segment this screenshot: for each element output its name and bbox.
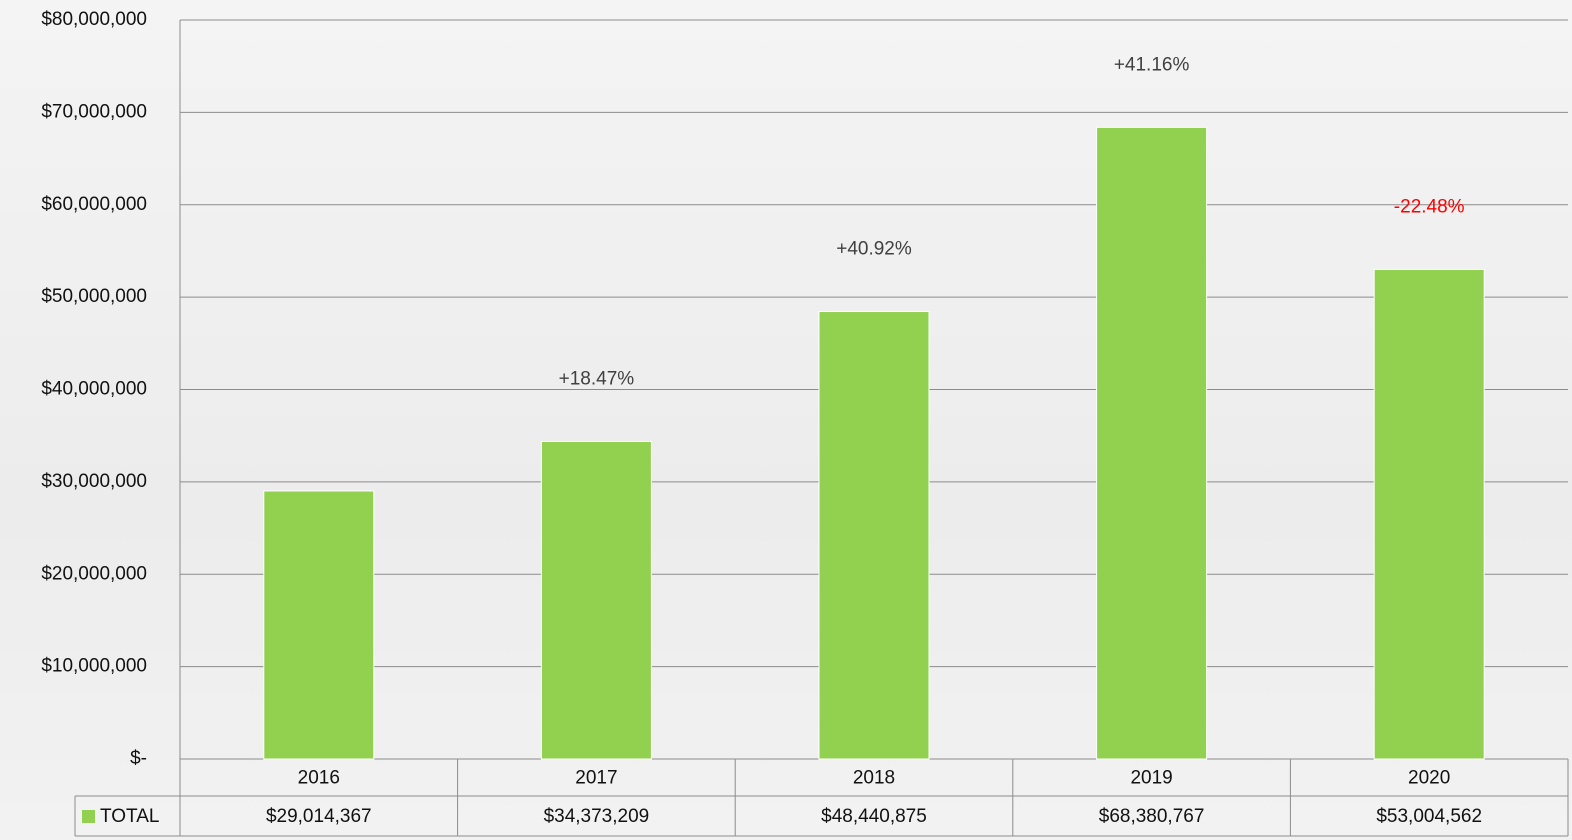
annotation: +40.92% <box>836 239 912 260</box>
y-tick-label: $60,000,000 <box>41 194 147 215</box>
bar <box>264 491 374 759</box>
bar <box>541 441 651 759</box>
x-tick-label: 2016 <box>298 768 340 789</box>
x-tick-label: 2018 <box>853 768 895 789</box>
table-value: $29,014,367 <box>266 806 372 827</box>
y-tick-label: $10,000,000 <box>41 656 147 677</box>
y-tick-label: $30,000,000 <box>41 471 147 492</box>
table-value: $34,373,209 <box>544 806 650 827</box>
y-tick-label: $80,000,000 <box>41 9 147 30</box>
bar <box>819 312 929 759</box>
table-value: $48,440,875 <box>821 806 927 827</box>
table-value: $53,004,562 <box>1376 806 1482 827</box>
y-tick-label: $70,000,000 <box>41 101 147 122</box>
legend-label: TOTAL <box>100 806 159 827</box>
chart: $- $10,000,000 $20,000,000 $30,000,000 $40,0… <box>0 0 1572 840</box>
y-tick-label: $20,000,000 <box>41 563 147 584</box>
legend-key <box>82 810 95 823</box>
y-tick-label: $- <box>130 748 147 769</box>
table-value: $68,380,767 <box>1099 806 1205 827</box>
annotation: +41.16% <box>1114 54 1190 75</box>
annotation: -22.48% <box>1394 196 1465 217</box>
y-tick-label: $40,000,000 <box>41 379 147 400</box>
bar <box>1374 269 1484 759</box>
x-tick-label: 2019 <box>1130 768 1172 789</box>
x-tick-label: 2017 <box>575 768 617 789</box>
x-tick-label: 2020 <box>1408 768 1450 789</box>
annotation: +18.47% <box>559 368 635 389</box>
y-tick-label: $50,000,000 <box>41 286 147 307</box>
page: $- $10,000,000 $20,000,000 $30,000,000 $40,0… <box>0 0 1572 840</box>
bar <box>1097 127 1207 759</box>
